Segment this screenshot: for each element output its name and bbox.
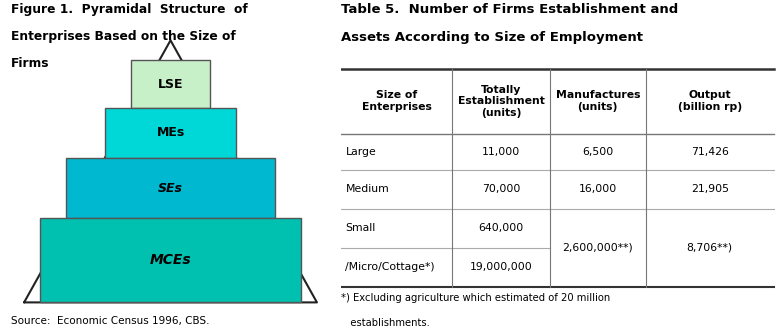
Text: SEs: SEs (158, 182, 183, 195)
Text: *) Excluding agriculture which estimated of 20 million: *) Excluding agriculture which estimated… (341, 293, 610, 303)
Text: establishments.: establishments. (341, 318, 430, 328)
Text: 70,000: 70,000 (481, 184, 520, 194)
Text: Totally
Establishment
(units): Totally Establishment (units) (458, 85, 544, 118)
Text: MEs: MEs (156, 126, 185, 139)
Text: 19,000,000: 19,000,000 (470, 262, 532, 272)
Text: 11,000: 11,000 (482, 146, 520, 157)
Text: 640,000: 640,000 (478, 223, 524, 233)
Text: LSE: LSE (158, 78, 183, 90)
Text: 71,426: 71,426 (691, 146, 729, 157)
Text: Output
(billion rp): Output (billion rp) (677, 90, 742, 112)
Text: Enterprises Based on the Size of: Enterprises Based on the Size of (11, 30, 236, 43)
Text: /Micro/Cottage*): /Micro/Cottage*) (346, 262, 435, 272)
Text: 21,905: 21,905 (691, 184, 729, 194)
Bar (41, 218, 300, 302)
Text: 2,600,000**): 2,600,000**) (562, 243, 633, 253)
Text: 6,500: 6,500 (583, 146, 613, 157)
Bar (132, 60, 209, 108)
Text: Manufactures
(units): Manufactures (units) (556, 90, 640, 112)
Bar (67, 158, 274, 218)
Text: 8,706**): 8,706**) (687, 243, 733, 253)
Text: Small: Small (346, 223, 376, 233)
Text: Source:  Economic Census 1996, CBS.: Source: Economic Census 1996, CBS. (11, 316, 209, 326)
Text: MCEs: MCEs (150, 253, 191, 267)
Text: Large: Large (346, 146, 376, 157)
Text: Firms: Firms (11, 57, 49, 70)
Bar (105, 108, 235, 158)
Text: Size of
Enterprises: Size of Enterprises (361, 90, 431, 112)
Text: Medium: Medium (346, 184, 389, 194)
Text: Assets According to Size of Employment: Assets According to Size of Employment (341, 31, 643, 44)
Text: Figure 1.  Pyramidal  Structure  of: Figure 1. Pyramidal Structure of (11, 3, 248, 16)
Text: 16,000: 16,000 (579, 184, 617, 194)
Text: Table 5.  Number of Firms Establishment and: Table 5. Number of Firms Establishment a… (341, 3, 678, 16)
